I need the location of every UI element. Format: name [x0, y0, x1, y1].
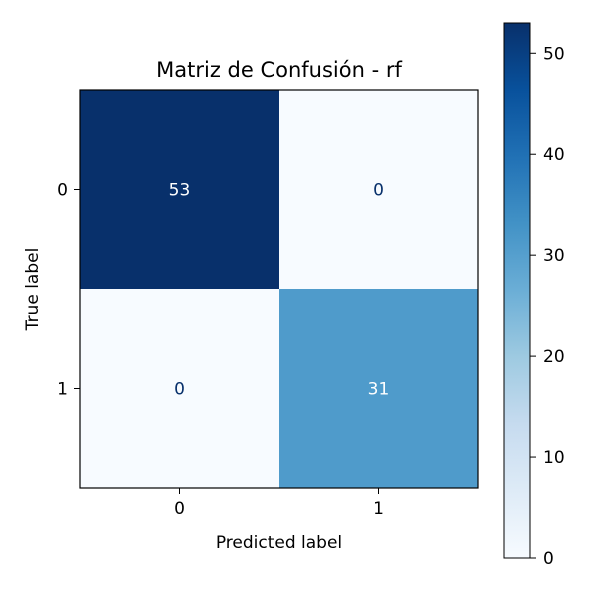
y-axis-label: True label	[23, 248, 43, 332]
colorbar-tick-label: 50	[543, 44, 565, 64]
colorbar-tick-label: 20	[543, 347, 565, 367]
y-tick-label: 0	[57, 181, 68, 201]
cell-value-label: 31	[368, 380, 390, 400]
y-tick-label: 1	[57, 380, 68, 400]
y-axis-ticks: 01	[57, 181, 80, 400]
matrix-cells	[80, 90, 478, 488]
cell-value-label: 53	[169, 181, 191, 201]
cell-value-label: 0	[174, 380, 185, 400]
colorbar-tick-label: 40	[543, 145, 565, 165]
matrix-cell	[80, 289, 279, 488]
colorbar	[503, 22, 531, 559]
colorbar-ticks: 0 10 20 30 40 50	[530, 44, 565, 569]
x-tick-label: 0	[174, 499, 185, 519]
plot-frame	[79, 89, 479, 489]
matrix-cell	[80, 90, 279, 289]
matrix-cell	[279, 289, 478, 488]
matrix-cell	[279, 90, 478, 289]
matrix-cell-labels: 53 0 0 31	[169, 181, 390, 400]
colorbar-tick-label: 0	[543, 549, 554, 569]
x-tick-label: 1	[373, 499, 384, 519]
colorbar-tick-label: 10	[543, 448, 565, 468]
cell-value-label: 0	[373, 181, 384, 201]
colorbar-tick-label: 30	[543, 246, 565, 266]
chart-title: Matriz de Confusión - rf	[156, 58, 402, 82]
x-axis-label: Predicted label	[216, 533, 342, 553]
